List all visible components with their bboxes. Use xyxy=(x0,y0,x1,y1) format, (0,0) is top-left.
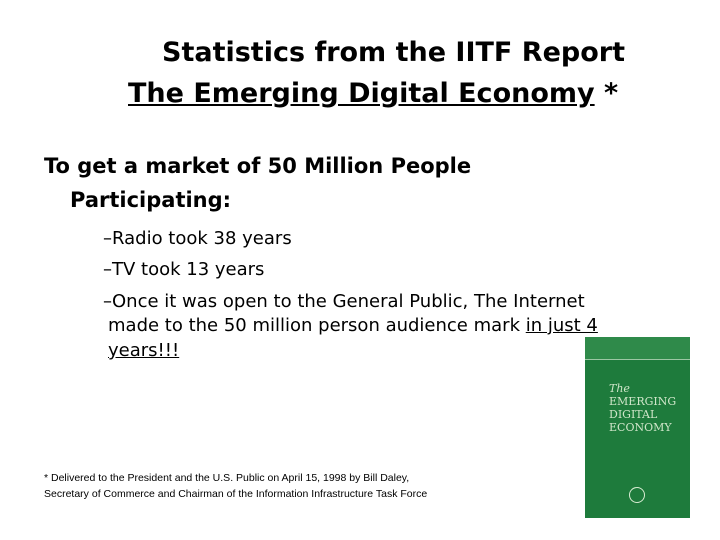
heading-line: Participating: xyxy=(70,188,232,212)
bullet: –TV took 13 years xyxy=(103,259,265,280)
book-cover: The EMERGING DIGITAL ECONOMY xyxy=(585,337,690,518)
cover-title-line: DIGITAL xyxy=(609,408,658,421)
bullet-text: made to the 50 million person audience m… xyxy=(108,315,520,336)
footnote: Secretary of Commerce and Chairman of th… xyxy=(44,488,428,500)
footnote: * Delivered to the President and the U.S… xyxy=(44,472,410,484)
bullet-emphasis: in just 4 xyxy=(525,315,598,336)
bullet: –Radio took 38 years xyxy=(103,228,292,249)
cover-title: The EMERGING DIGITAL ECONOMY xyxy=(609,382,676,434)
bullet: –Once it was open to the General Public,… xyxy=(103,291,585,312)
bullet: made to the 50 million person audience m… xyxy=(108,315,598,336)
title-line: The Emerging Digital Economy * xyxy=(128,78,618,109)
bullet: years!!! xyxy=(108,340,179,361)
cover-band xyxy=(585,337,690,360)
cover-seal xyxy=(629,487,645,503)
cover-title-line: ECONOMY xyxy=(609,421,672,434)
title-line: Statistics from the IITF Report xyxy=(162,37,625,68)
title-underlined: The Emerging Digital Economy xyxy=(128,78,595,109)
cover-title-line: EMERGING xyxy=(609,395,677,408)
cover-title-line: The xyxy=(609,382,630,395)
bullet-emphasis: years!!! xyxy=(108,340,180,361)
title-marker: * xyxy=(604,78,619,109)
heading-line: To get a market of 50 Million People xyxy=(44,154,472,178)
